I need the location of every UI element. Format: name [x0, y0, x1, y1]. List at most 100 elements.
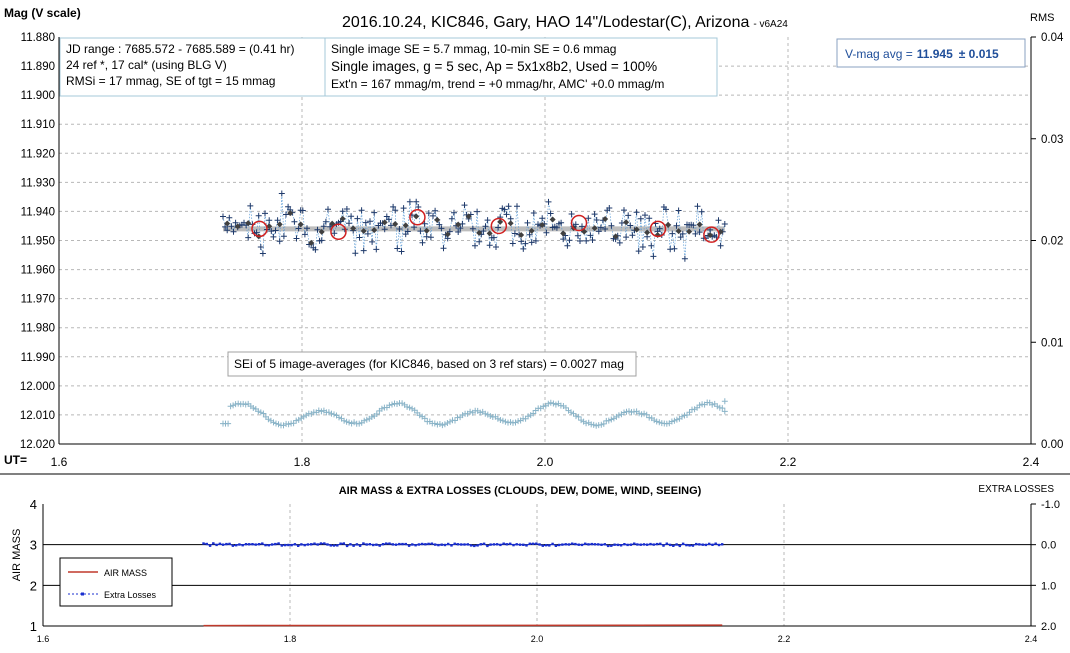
extra-losses-point	[535, 543, 537, 545]
x-tick-label: 2.4	[1023, 455, 1040, 469]
extra-losses-point	[366, 543, 368, 545]
extra-losses-point	[242, 544, 244, 546]
gridlines	[43, 504, 1031, 626]
extra-losses-point	[408, 545, 410, 547]
info-line: 24 ref *, 17 cal* (using BLG V)	[66, 58, 227, 72]
y-axis-label: Mag (V scale)	[4, 6, 81, 20]
extra-losses-point	[548, 544, 550, 546]
extra-losses-point	[418, 543, 420, 545]
y-tick-label: 12.000	[20, 381, 55, 393]
y-tick-label: 1	[30, 619, 37, 634]
extra-losses-point	[271, 543, 273, 545]
x-tick-label: 2.0	[537, 455, 554, 469]
extra-losses-point	[610, 545, 612, 547]
info-line: RMSi = 17 mmag, SE of tgt = 15 mmag	[66, 74, 275, 88]
extra-losses-point	[476, 544, 478, 546]
extra-losses-point	[620, 544, 622, 546]
y-tick-label: 12.010	[20, 410, 55, 422]
legend-label: Extra Losses	[104, 590, 157, 600]
airmass-chart: AIR MASS & EXTRA LOSSES (CLOUDS, DEW, DO…	[11, 484, 1060, 644]
extra-losses-point	[643, 543, 645, 545]
extra-losses-point	[356, 543, 358, 545]
extra-losses-point	[656, 543, 658, 545]
y2-tick-labels: 0.040.030.020.010.00	[1031, 32, 1064, 451]
extra-losses-point	[623, 543, 625, 545]
extra-losses-point	[470, 544, 472, 546]
extra-losses-point	[558, 544, 560, 546]
extra-losses-point	[228, 543, 230, 545]
extra-losses-point	[682, 543, 684, 545]
extra-losses-point	[414, 544, 416, 546]
extra-losses-point	[604, 543, 606, 545]
extra-losses-point	[493, 543, 495, 545]
extra-losses-point	[264, 544, 266, 546]
extra-losses-point	[617, 544, 619, 546]
extra-losses-point	[307, 543, 309, 545]
y2-tick-label: 0.03	[1041, 134, 1063, 146]
extra-losses-point	[516, 543, 518, 545]
y-tick-label: 11.990	[21, 352, 55, 364]
extra-losses-point	[702, 544, 704, 546]
extra-losses-point	[209, 545, 211, 547]
extra-losses-point	[255, 543, 257, 545]
extra-losses-point	[349, 543, 351, 545]
extra-losses-point	[330, 544, 332, 546]
extra-losses-point	[251, 543, 253, 545]
extra-losses-point	[320, 542, 322, 544]
extra-losses-point	[392, 543, 394, 545]
extra-losses-series	[202, 542, 723, 547]
extra-losses-point	[715, 543, 717, 545]
y-tick-label: 12.020	[20, 439, 55, 451]
extra-losses-point	[281, 544, 283, 546]
info-line: Single image SE = 5.7 mmag, 10-min SE = …	[331, 42, 616, 56]
extra-losses-point	[339, 543, 341, 545]
extra-losses-point	[607, 545, 609, 547]
x-axis-label: UT=	[4, 453, 27, 467]
extra-losses-point	[427, 543, 429, 545]
extra-losses-point	[336, 544, 338, 546]
x-tick-label: 2.0	[531, 634, 544, 644]
extra-losses-point	[666, 543, 668, 545]
extra-losses-point	[352, 545, 354, 547]
extra-losses-point	[395, 544, 397, 546]
extra-losses-point	[695, 543, 697, 545]
extra-losses-point	[431, 543, 433, 545]
extra-losses-point	[649, 543, 651, 545]
extra-losses-point	[565, 543, 567, 545]
extra-losses-point	[375, 544, 377, 546]
extra-losses-point	[454, 543, 456, 545]
vmag-text: V-mag avg =11.945± 0.015	[845, 47, 999, 61]
x-tick-label: 1.6	[37, 634, 50, 644]
extra-losses-point	[698, 543, 700, 545]
extra-losses-point	[499, 544, 501, 546]
vmag-box: V-mag avg =11.945± 0.015	[837, 39, 1025, 67]
extra-losses-point	[372, 544, 374, 546]
extra-losses-point	[672, 545, 674, 547]
extra-losses-point	[369, 543, 371, 545]
extra-losses-point	[581, 544, 583, 546]
extra-losses-point	[480, 543, 482, 545]
extra-losses-point	[421, 543, 423, 545]
y-tick-label: 11.900	[21, 90, 55, 102]
extra-losses-point	[555, 545, 557, 547]
x-tick-label: 1.8	[294, 455, 311, 469]
y-tick-label: 11.980	[21, 323, 55, 335]
extra-losses-point	[382, 543, 384, 545]
extra-losses-point	[613, 544, 615, 546]
info-line: Ext'n = 167 mmag/m, trend = +0 mmag/hr, …	[331, 77, 664, 91]
extra-losses-point	[343, 542, 345, 544]
extra-losses-point	[215, 544, 217, 546]
extra-losses-point	[685, 544, 687, 546]
y-tick-label: 11.930	[21, 177, 55, 189]
extra-losses-point	[659, 543, 661, 545]
extra-losses-point	[405, 543, 407, 545]
extra-losses-point	[519, 544, 521, 546]
extra-losses-point	[268, 544, 270, 546]
extra-losses-point	[483, 543, 485, 545]
extra-losses-point	[232, 545, 234, 547]
y2-tick-label: 1.0	[1041, 580, 1056, 592]
info-box-se: Single image SE = 5.7 mmag, 10-min SE = …	[325, 38, 717, 96]
y-tick-label: 11.880	[21, 32, 55, 44]
extra-losses-point	[245, 543, 247, 545]
